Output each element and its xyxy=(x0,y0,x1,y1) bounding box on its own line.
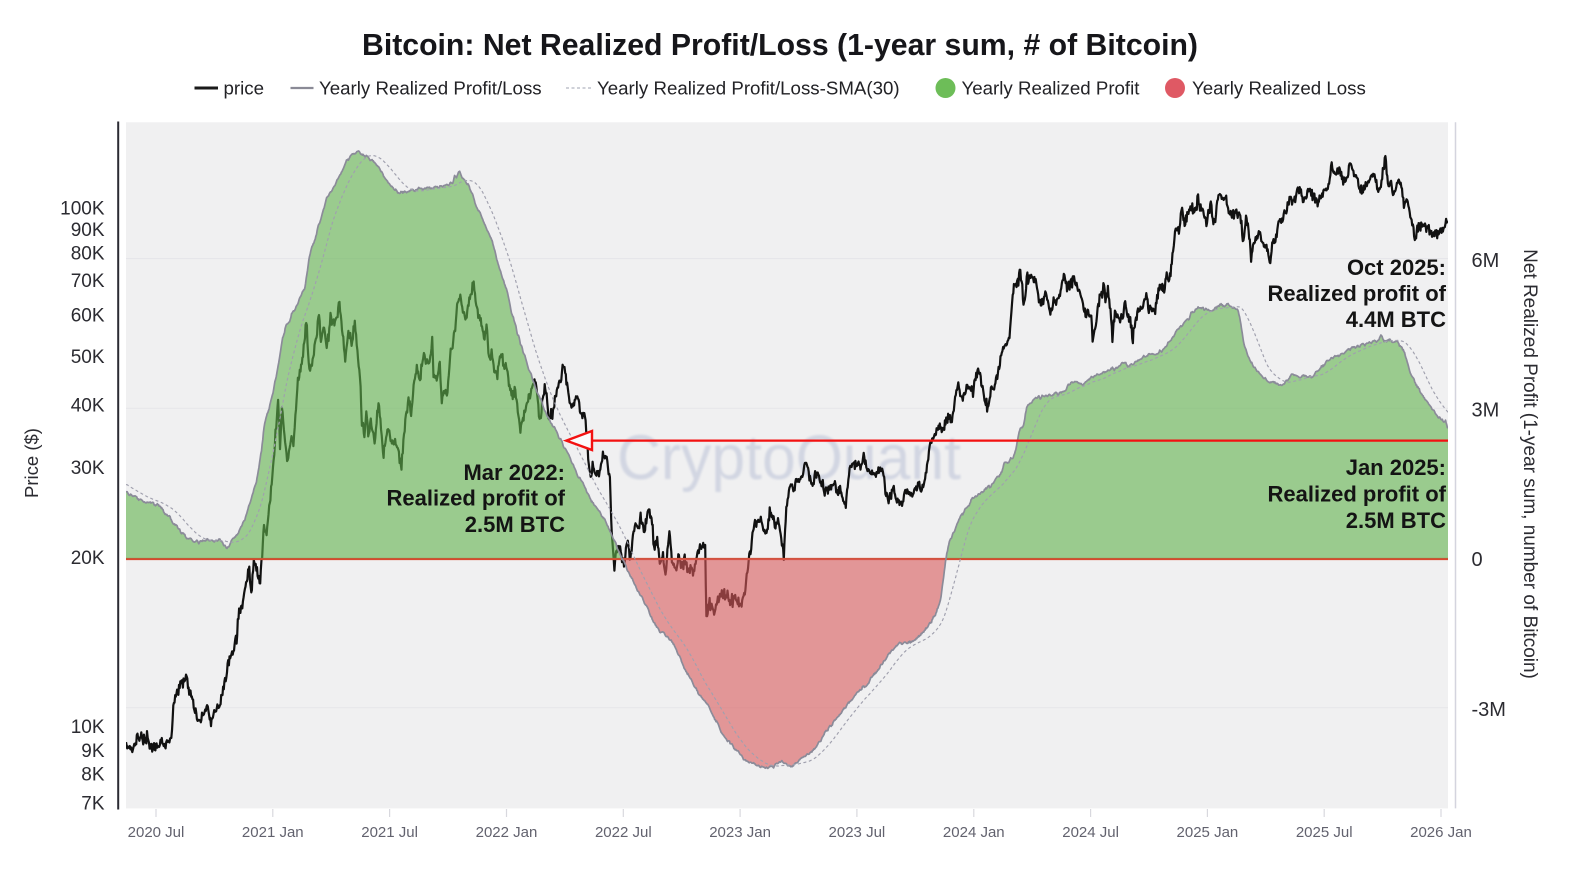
svg-text:20K: 20K xyxy=(71,548,105,569)
svg-text:30K: 30K xyxy=(71,458,105,479)
svg-text:Jan 2025:: Jan 2025: xyxy=(1346,455,1446,480)
svg-text:Realized profit of: Realized profit of xyxy=(1268,482,1447,507)
svg-text:Realized profit of: Realized profit of xyxy=(387,486,566,511)
svg-text:2026 Jan: 2026 Jan xyxy=(1410,824,1472,841)
svg-text:Bitcoin: Net Realized Profit/L: Bitcoin: Net Realized Profit/Loss (1-yea… xyxy=(362,27,1198,62)
svg-text:9K: 9K xyxy=(81,741,105,762)
svg-text:Yearly Realized Profit: Yearly Realized Profit xyxy=(962,78,1141,99)
svg-text:Net Realized Profit (1-year su: Net Realized Profit (1-year sum, number … xyxy=(1519,249,1540,679)
svg-text:100K: 100K xyxy=(60,198,105,219)
svg-text:2022 Jan: 2022 Jan xyxy=(476,824,538,841)
svg-text:-3M: -3M xyxy=(1472,699,1506,721)
svg-text:Yearly Realized Profit/Loss: Yearly Realized Profit/Loss xyxy=(319,78,542,99)
svg-text:4.4M BTC: 4.4M BTC xyxy=(1346,307,1446,332)
svg-text:Oct 2025:: Oct 2025: xyxy=(1347,255,1446,280)
svg-text:2021 Jul: 2021 Jul xyxy=(361,824,418,841)
svg-text:2.5M BTC: 2.5M BTC xyxy=(465,512,565,537)
svg-text:price: price xyxy=(224,78,265,99)
svg-text:40K: 40K xyxy=(71,396,105,417)
svg-text:2025 Jan: 2025 Jan xyxy=(1177,824,1239,841)
svg-text:6M: 6M xyxy=(1472,250,1500,272)
svg-text:2021 Jan: 2021 Jan xyxy=(242,824,304,841)
svg-text:2023 Jan: 2023 Jan xyxy=(709,824,771,841)
svg-text:2024 Jan: 2024 Jan xyxy=(943,824,1005,841)
svg-text:2024 Jul: 2024 Jul xyxy=(1062,824,1119,841)
svg-text:2022 Jul: 2022 Jul xyxy=(595,824,652,841)
svg-text:Yearly Realized Profit/Loss-SM: Yearly Realized Profit/Loss-SMA(30) xyxy=(597,78,900,99)
svg-text:7K: 7K xyxy=(81,793,105,814)
svg-text:2020 Jul: 2020 Jul xyxy=(128,824,185,841)
svg-text:Mar 2022:: Mar 2022: xyxy=(463,460,565,485)
svg-text:CryptoQuant: CryptoQuant xyxy=(617,423,961,493)
svg-text:80K: 80K xyxy=(71,243,105,264)
svg-text:Yearly Realized Loss: Yearly Realized Loss xyxy=(1192,78,1366,99)
svg-text:2.5M BTC: 2.5M BTC xyxy=(1346,508,1446,533)
svg-text:70K: 70K xyxy=(71,271,105,292)
svg-text:10K: 10K xyxy=(71,717,105,738)
svg-text:50K: 50K xyxy=(71,347,105,368)
svg-text:2023 Jul: 2023 Jul xyxy=(829,824,886,841)
svg-text:90K: 90K xyxy=(71,220,105,241)
svg-text:Price ($): Price ($) xyxy=(21,428,42,498)
svg-text:60K: 60K xyxy=(71,306,105,327)
svg-text:3M: 3M xyxy=(1472,400,1500,422)
svg-text:2025 Jul: 2025 Jul xyxy=(1296,824,1353,841)
svg-text:8K: 8K xyxy=(81,764,105,785)
svg-text:0: 0 xyxy=(1472,549,1483,571)
svg-text:Realized profit of: Realized profit of xyxy=(1268,281,1447,306)
